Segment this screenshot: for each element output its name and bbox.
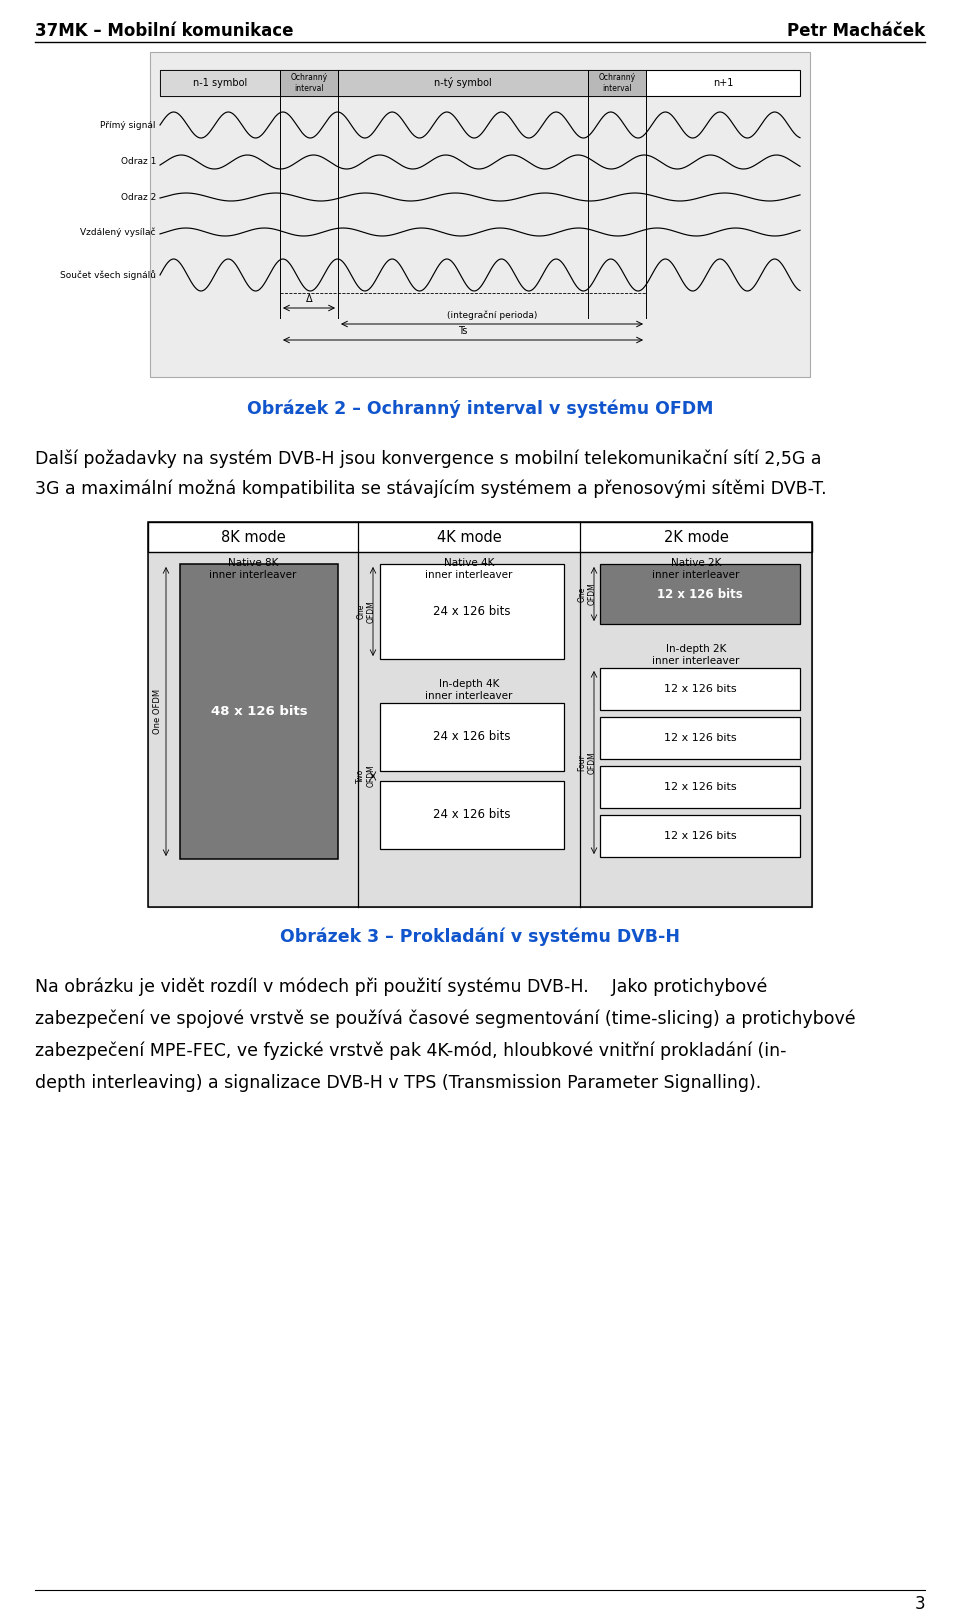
Bar — [148, 523, 812, 552]
Text: Vzdálený vysílač: Vzdálený vysílač — [81, 227, 156, 237]
Text: Obrázek 2 – Ochranný interval v systému OFDM: Obrázek 2 – Ochranný interval v systému … — [247, 400, 713, 418]
Text: Petr Macháček: Petr Macháček — [787, 23, 925, 40]
Bar — [380, 781, 564, 848]
Text: Odraz 1: Odraz 1 — [121, 158, 156, 166]
Text: One
OFDM: One OFDM — [577, 582, 597, 605]
Text: Ochranný
interval: Ochranný interval — [291, 73, 327, 92]
Bar — [180, 565, 338, 860]
Text: Four
OFDM: Four OFDM — [577, 752, 597, 774]
Text: 37MK – Mobilní komunikace: 37MK – Mobilní komunikace — [35, 23, 294, 40]
Bar — [380, 703, 564, 771]
Bar — [600, 718, 800, 760]
Text: n-1 symbol: n-1 symbol — [193, 77, 247, 89]
Text: 12 x 126 bits: 12 x 126 bits — [663, 684, 736, 694]
Text: n-tý symbol: n-tý symbol — [434, 77, 492, 89]
Text: In-depth 2K
inner interleaver: In-depth 2K inner interleaver — [652, 644, 740, 666]
Text: 4K mode: 4K mode — [437, 529, 501, 545]
Text: In-depth 4K
inner interleaver: In-depth 4K inner interleaver — [425, 679, 513, 700]
Bar — [600, 815, 800, 857]
Text: 12 x 126 bits: 12 x 126 bits — [663, 831, 736, 840]
Text: 3G a maximální možná kompatibilita se stávajícím systémem a přenosovými sítěmi D: 3G a maximální možná kompatibilita se st… — [35, 481, 827, 498]
Text: Ts: Ts — [458, 326, 468, 336]
Bar — [600, 565, 800, 624]
Text: Native 2K
inner interleaver: Native 2K inner interleaver — [652, 558, 740, 579]
Text: 24 x 126 bits: 24 x 126 bits — [433, 731, 511, 744]
Text: One
OFDM: One OFDM — [356, 600, 375, 623]
Text: (integrační perioda): (integrační perioda) — [446, 310, 538, 319]
Text: 12 x 126 bits: 12 x 126 bits — [658, 587, 743, 600]
Text: Ochranný
interval: Ochranný interval — [598, 73, 636, 92]
Bar — [280, 69, 338, 97]
Text: Native 4K
inner interleaver: Native 4K inner interleaver — [425, 558, 513, 579]
Text: 24 x 126 bits: 24 x 126 bits — [433, 808, 511, 821]
Text: Δ: Δ — [305, 294, 312, 303]
Text: zabezpečení ve spojové vrstvě se používá časové segmentování (time-slicing) a pr: zabezpečení ve spojové vrstvě se používá… — [35, 1010, 855, 1029]
Bar — [600, 766, 800, 808]
Text: 12 x 126 bits: 12 x 126 bits — [663, 782, 736, 792]
Text: 12 x 126 bits: 12 x 126 bits — [663, 732, 736, 744]
Bar — [160, 69, 800, 97]
Text: One OFDM: One OFDM — [154, 689, 162, 734]
Text: 24 x 126 bits: 24 x 126 bits — [433, 605, 511, 618]
Text: Native 8K
inner interleaver: Native 8K inner interleaver — [209, 558, 297, 579]
Text: 3: 3 — [914, 1595, 925, 1613]
Bar — [160, 69, 280, 97]
Bar — [148, 523, 812, 907]
Text: Obrázek 3 – Prokladání v systému DVB-H: Obrázek 3 – Prokladání v systému DVB-H — [280, 927, 680, 947]
Bar — [148, 523, 812, 907]
Bar — [338, 69, 588, 97]
Text: Na obrázku je vidět rozdíl v módech při použití systému DVB-H.  Jako protichybov: Na obrázku je vidět rozdíl v módech při … — [35, 977, 767, 997]
Text: 48 x 126 bits: 48 x 126 bits — [210, 705, 307, 718]
Text: zabezpečení MPE-FEC, ve fyzické vrstvě pak 4K-mód, hloubkové vnitřní prokladání : zabezpečení MPE-FEC, ve fyzické vrstvě p… — [35, 1042, 786, 1060]
Text: 8K mode: 8K mode — [221, 529, 285, 545]
Text: 2K mode: 2K mode — [663, 529, 729, 545]
Text: n+1: n+1 — [713, 77, 733, 89]
Bar — [600, 668, 800, 710]
Text: Two
OFDM: Two OFDM — [356, 765, 375, 787]
Text: Součet všech signálů: Součet všech signálů — [60, 269, 156, 281]
Text: depth interleaving) a signalizace DVB-H v TPS (Transmission Parameter Signalling: depth interleaving) a signalizace DVB-H … — [35, 1074, 761, 1092]
Text: Odraz 2: Odraz 2 — [121, 192, 156, 202]
Bar — [380, 565, 564, 660]
Bar — [150, 52, 810, 377]
Text: Další požadavky na systém DVB-H jsou konvergence s mobilní telekomunikační sítí : Další požadavky na systém DVB-H jsou kon… — [35, 450, 822, 468]
Text: Přímý signál: Přímý signál — [101, 121, 156, 129]
Bar — [588, 69, 646, 97]
